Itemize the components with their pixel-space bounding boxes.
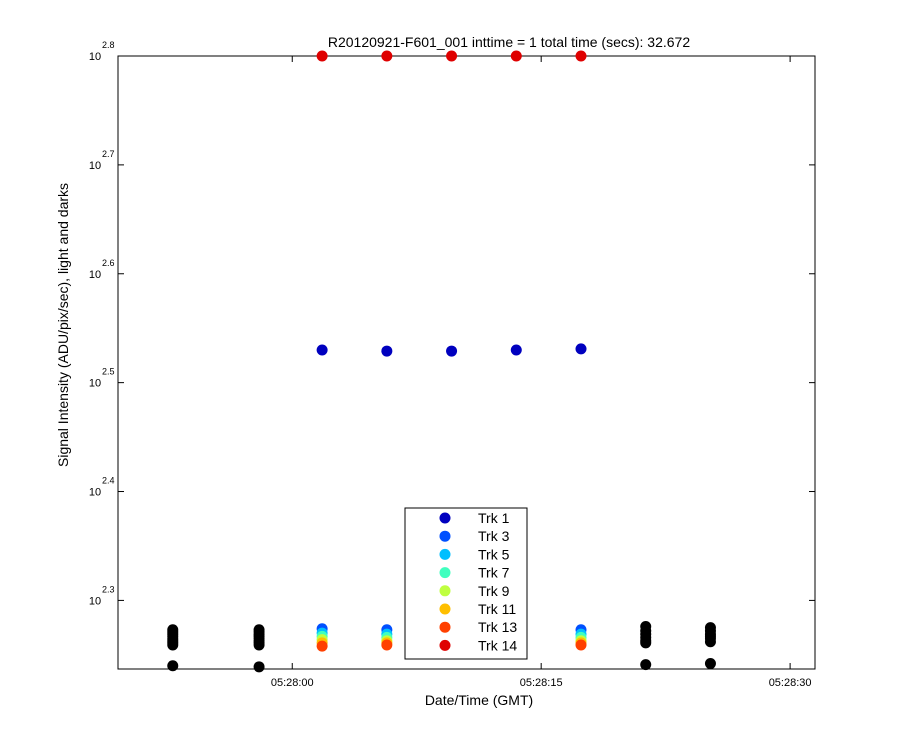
legend-entry-trk-14: Trk 14 xyxy=(478,637,517,653)
y-tick-base: 10 xyxy=(89,378,101,390)
y-tick-base: 10 xyxy=(89,160,101,172)
y-tick-base: 10 xyxy=(89,595,101,607)
dark-point xyxy=(167,639,179,651)
legend: Trk 1 Trk 3 Trk 5 Trk 7 Trk 9 Trk 11 Trk 13 Trk… xyxy=(404,507,528,660)
x-tick-label: 05:28:00 xyxy=(271,677,314,689)
legend-entry-trk-7: Trk 7 xyxy=(478,565,510,581)
legend-box xyxy=(404,507,528,660)
legend-entry-trk-5: Trk 5 xyxy=(478,546,510,562)
point-trk-14 xyxy=(381,50,393,62)
y-tick-base: 10 xyxy=(89,269,101,281)
legend-marker-trk-13 xyxy=(439,621,451,633)
point-trk-14 xyxy=(510,50,522,62)
dark-point xyxy=(704,658,716,670)
point-trk-13 xyxy=(316,640,328,652)
dark-point xyxy=(167,660,179,672)
point-trk-13 xyxy=(575,639,587,651)
dark-point xyxy=(704,636,716,648)
legend-marker-trk-14 xyxy=(439,639,451,651)
y-tick-exponent: 2.3 xyxy=(102,584,115,594)
legend-marker-trk-1 xyxy=(439,512,451,524)
legend-entry-trk-9: Trk 9 xyxy=(478,583,510,599)
legend-entry-trk-3: Trk 3 xyxy=(478,528,510,544)
y-tick-base: 10 xyxy=(89,51,101,63)
dark-point xyxy=(253,661,265,673)
legend-entry-trk-1: Trk 1 xyxy=(478,510,510,526)
point-trk-1 xyxy=(381,345,393,357)
legend-entry-trk-13: Trk 13 xyxy=(478,619,517,635)
point-trk-1 xyxy=(316,344,328,356)
x-tick-label: 05:28:30 xyxy=(769,677,812,689)
legend-marker-trk-5 xyxy=(439,548,451,560)
dark-point xyxy=(640,637,652,649)
x-tick-label: 05:28:15 xyxy=(520,677,563,689)
y-tick-exponent: 2.7 xyxy=(102,149,115,159)
y-tick-exponent: 2.4 xyxy=(102,476,115,486)
chart-title: R20120921-F601_001 inttime = 1 total tim… xyxy=(328,34,690,50)
point-trk-14 xyxy=(316,50,328,62)
point-trk-1 xyxy=(510,344,522,356)
y-tick-exponent: 2.5 xyxy=(102,367,115,377)
axis-ticks: 05:28:00 05:28:15 05:28:30102.3102.4102.51… xyxy=(89,40,815,689)
point-trk-14 xyxy=(446,50,458,62)
point-trk-1 xyxy=(575,343,587,355)
y-tick-base: 10 xyxy=(89,487,101,499)
y-tick-exponent: 2.6 xyxy=(102,258,115,268)
y-axis-label: Signal Intensity (ADU/pix/sec), light an… xyxy=(55,183,71,467)
dark-point xyxy=(640,659,652,671)
legend-marker-trk-3 xyxy=(439,530,451,542)
point-trk-1 xyxy=(446,345,458,357)
legend-marker-trk-11 xyxy=(439,603,451,615)
point-trk-14 xyxy=(575,50,587,62)
dark-point xyxy=(253,639,265,651)
y-tick-exponent: 2.8 xyxy=(102,40,115,50)
point-trk-13 xyxy=(381,639,393,651)
legend-entry-trk-11: Trk 11 xyxy=(478,601,516,617)
data-points xyxy=(167,50,716,673)
legend-marker-trk-9 xyxy=(439,585,451,597)
legend-marker-trk-7 xyxy=(439,567,451,579)
x-axis-label: Date/Time (GMT) xyxy=(425,692,533,708)
